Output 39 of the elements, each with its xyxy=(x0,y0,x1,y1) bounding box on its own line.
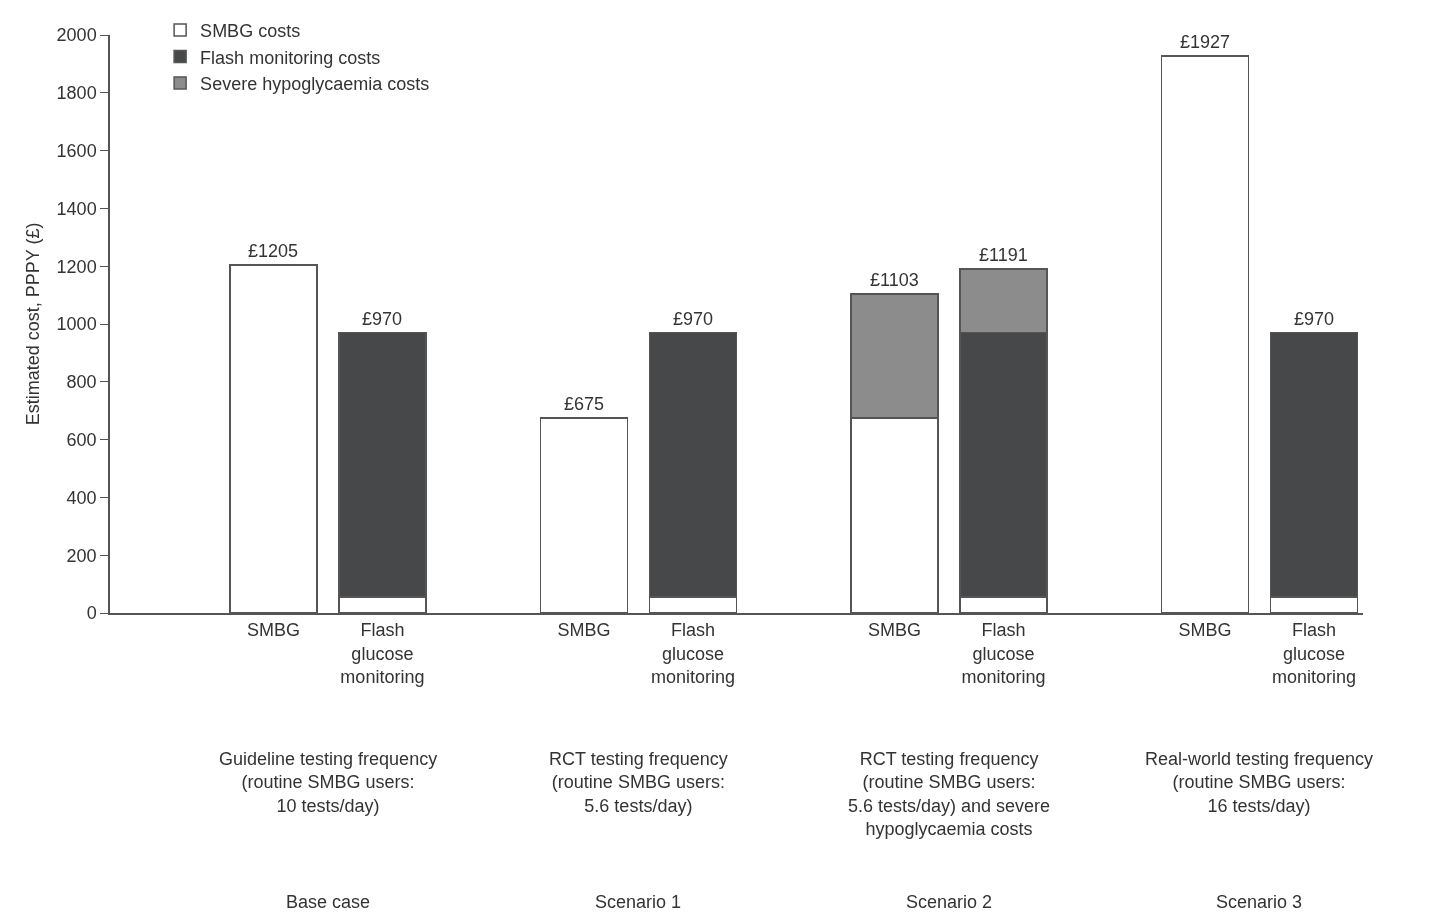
y-tick-label: 800 xyxy=(66,372,97,393)
text: Real-world testing frequency (routine SMBG users: 16 tests/day) xyxy=(1145,749,1374,816)
y-tick-label: 1000 xyxy=(56,314,97,335)
legend-label: Severe hypoglycaemia costs xyxy=(200,73,430,94)
total-label: £1205 xyxy=(248,241,299,261)
text: Scenario 3 xyxy=(1216,892,1303,912)
y-axis-title: Estimated cost, PPPY (£) xyxy=(23,222,44,426)
x-tick-label: Flash glucose monitoring xyxy=(961,620,1046,688)
total-label: £970 xyxy=(673,309,714,329)
x-tick-label: SMBG xyxy=(867,620,921,641)
text: Scenario 1 xyxy=(595,892,682,912)
y-tick-label: 1400 xyxy=(56,198,97,219)
total-label: £675 xyxy=(564,394,605,414)
y-tick-label: 200 xyxy=(66,545,97,566)
total-label: £1927 xyxy=(1180,32,1231,52)
text: Guideline testing frequency (routine SMBG users: 10 tests/day) xyxy=(219,749,438,816)
x-tick-label: SMBG xyxy=(557,620,611,641)
y-tick-label: 400 xyxy=(66,487,97,508)
text: Scenario 2 xyxy=(906,892,993,912)
y-tick-label: 1600 xyxy=(56,140,97,161)
x-tick-label: Flash glucose monitoring xyxy=(340,620,425,688)
y-tick-label: 2000 xyxy=(56,25,97,46)
y-tick-label: 1200 xyxy=(56,256,97,277)
legend-label: SMBG costs xyxy=(200,21,301,42)
text: RCT testing frequency (routine SMBG users: 5.6 tests/day) and severe hypoglycaemia costs xyxy=(848,749,1051,840)
x-tick-label: Flash glucose monitoring xyxy=(1271,620,1356,688)
x-tick-label: SMBG xyxy=(246,620,300,641)
x-tick-label: Flash glucose monitoring xyxy=(650,620,735,688)
x-tick-label: SMBG xyxy=(1178,620,1232,641)
text: RCT testing frequency (routine SMBG users: 5.6 tests/day) xyxy=(549,749,728,816)
total-label: £970 xyxy=(362,309,403,329)
y-tick-label: 0 xyxy=(86,603,97,624)
total-label: £1191 xyxy=(979,245,1028,265)
total-label: £1103 xyxy=(870,270,919,290)
total-label: £970 xyxy=(1294,309,1335,329)
y-tick-label: 600 xyxy=(66,429,97,450)
legend-label: Flash monitoring costs xyxy=(200,47,381,68)
text: Base case xyxy=(286,892,371,912)
y-tick-label: 1800 xyxy=(56,83,97,104)
